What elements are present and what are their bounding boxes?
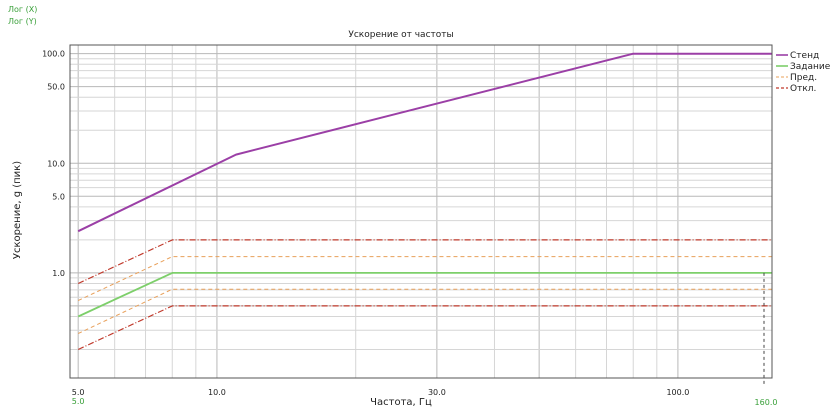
log-x-indicator[interactable]: Лог (X): [8, 5, 38, 14]
log-y-indicator[interactable]: Лог (Y): [8, 17, 37, 26]
series-line-0: [77, 52, 772, 233]
x-tick-label: 5.0: [72, 388, 85, 397]
plot-series: [77, 52, 772, 386]
tick-labels: 1.0 5.0 10.0 50.0 100.0 5.0 10.0 30.0 100.0 5.0 16…: [42, 50, 777, 407]
chart-title: Ускорение от частоты: [348, 30, 453, 40]
y-tick-label: 10.0: [47, 159, 65, 168]
x-range-min-label: 5.0: [72, 397, 85, 406]
y-tick-label: 50.0: [47, 83, 65, 92]
y-tick-label: 5.0: [52, 192, 65, 201]
series-line-5: [77, 305, 772, 351]
y-tick-label: 100.0: [42, 50, 65, 59]
legend-label-2: Пред.: [790, 73, 817, 83]
legend-label-0: Стенд: [790, 51, 819, 61]
x-tick-label: 10.0: [208, 388, 226, 397]
x-axis-label: Частота, Гц: [370, 397, 432, 408]
series-line-2: [77, 256, 772, 301]
series-line-3: [77, 288, 772, 334]
legend-label-4: Откл.: [790, 84, 816, 94]
legend-label-1: Задание: [790, 62, 830, 72]
x-range-max-label: 160.0: [755, 398, 778, 407]
series-line-4: [77, 239, 772, 285]
x-tick-label: 30.0: [428, 388, 446, 397]
grid: [70, 45, 772, 378]
series-line-1: [77, 271, 772, 318]
x-tick-label: 100.0: [666, 388, 689, 397]
y-axis-label: Ускорение, g (пик): [12, 161, 23, 259]
y-tick-label: 1.0: [52, 269, 65, 278]
plot-frame: [69, 44, 773, 379]
